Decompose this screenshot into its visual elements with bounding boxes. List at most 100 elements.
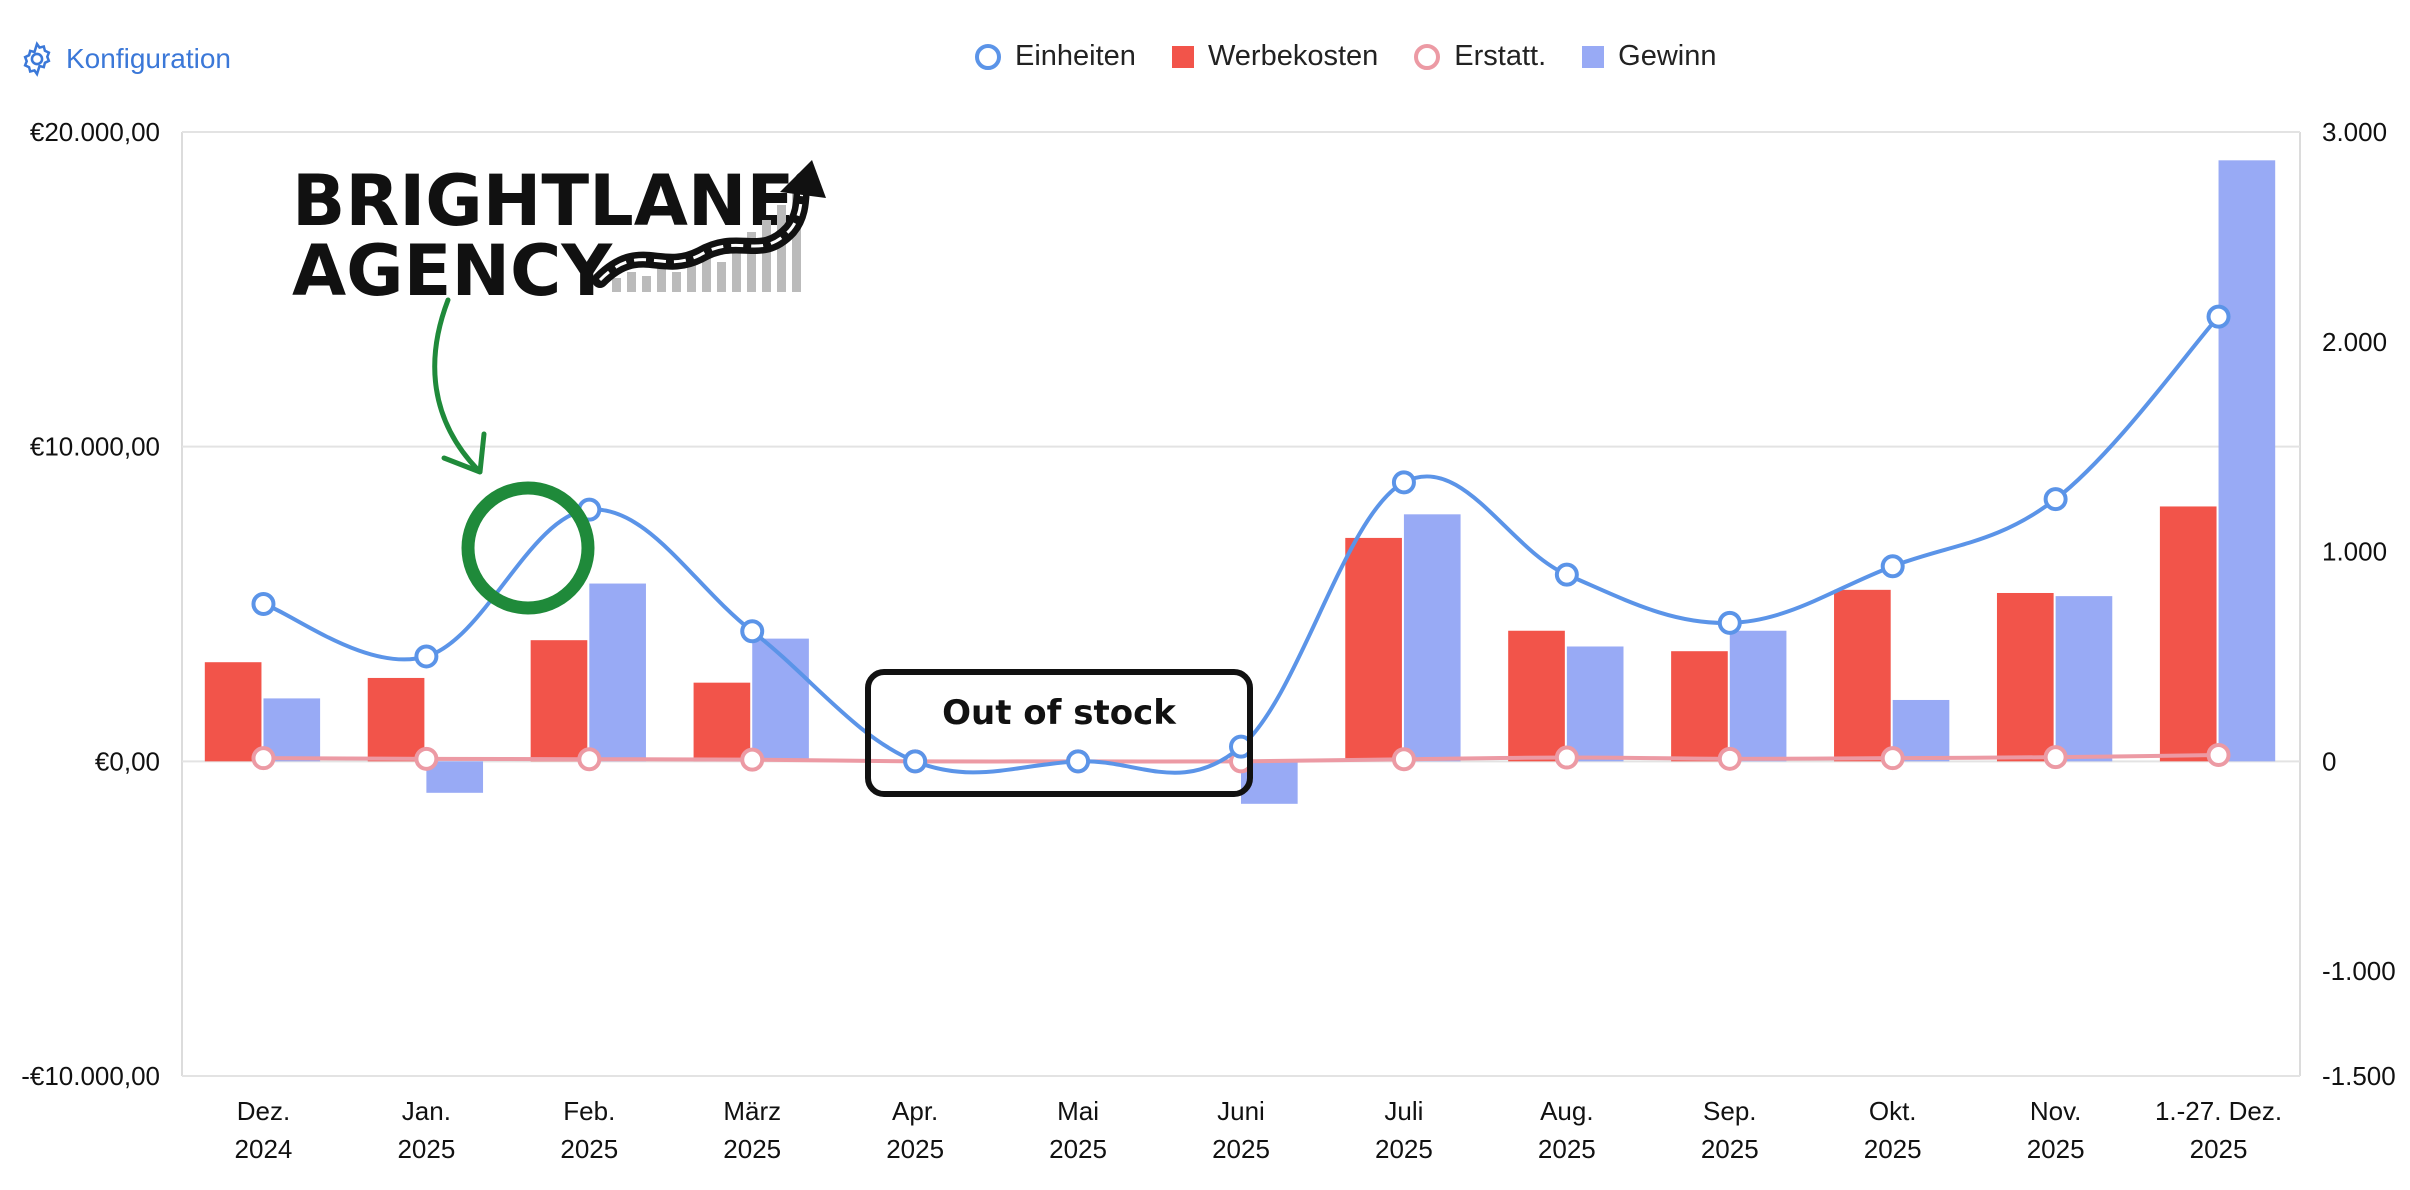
legend-item-werbekosten[interactable]: Werbekosten <box>1171 40 1379 73</box>
point-einheiten <box>740 619 765 644</box>
logo-line1: BRIGHTLANE <box>292 160 794 242</box>
y-left-tick-label: -€10.000,00 <box>21 1061 160 1091</box>
point-einheiten <box>1391 470 1416 495</box>
point-erstatt <box>414 746 439 771</box>
x-tick-label-year: 2025 <box>1701 1134 1759 1164</box>
legend-label-erstatt: Erstatt. <box>1454 40 1547 72</box>
annotation-circle <box>461 481 595 615</box>
x-tick-label-year: 2025 <box>560 1134 618 1164</box>
bar-werbekosten <box>1508 630 1565 762</box>
point-einheiten <box>1554 562 1579 587</box>
x-tick-label: März <box>723 1096 781 1126</box>
bar-gewinn <box>752 638 809 762</box>
y-left-tick-label: €10.000,00 <box>30 432 160 462</box>
config-button[interactable]: Konfiguration <box>18 40 231 78</box>
x-tick-label-year: 2024 <box>235 1134 293 1164</box>
y-left-tick-label: €20.000,00 <box>30 117 160 147</box>
point-einheiten <box>414 644 439 669</box>
y-right-tick-label: 3.000 <box>2322 117 2387 147</box>
x-tick-label-year: 2025 <box>397 1134 455 1164</box>
legend-label-gewinn: Gewinn <box>1618 40 1717 72</box>
bar-gewinn <box>1403 514 1461 762</box>
point-einheiten <box>251 592 276 616</box>
x-tick-label: Mai <box>1057 1096 1099 1126</box>
point-erstatt <box>251 746 276 771</box>
point-erstatt <box>2206 743 2231 768</box>
point-erstatt <box>577 747 602 772</box>
axis-layer: €20.000,00 €10.000,00 €0,00 -€10.000,00 3.00… <box>21 117 2396 1164</box>
x-tick-label-year: 2025 <box>1375 1134 1433 1164</box>
logo-line2: AGENCY <box>292 230 613 312</box>
bar-werbekosten <box>1834 589 1891 762</box>
x-tick-label-year: 2025 <box>1538 1134 1596 1164</box>
x-tick-label: Sep. <box>1703 1096 1757 1126</box>
point-einheiten <box>1880 554 1905 579</box>
gear-icon <box>23 41 51 77</box>
legend-marker-erstatt <box>1414 43 1441 70</box>
bar-gewinn <box>426 761 484 793</box>
point-erstatt <box>740 747 765 772</box>
x-tick-label: Juli <box>1384 1096 1423 1126</box>
brand-logo: BRIGHTLANE AGENCY <box>292 160 826 312</box>
annotation-green <box>432 297 595 615</box>
y-left-tick-label: €0,00 <box>95 746 160 776</box>
x-tick-label: Juni <box>1217 1096 1265 1126</box>
bar-werbekosten <box>1671 651 1728 762</box>
bar-layer <box>204 160 2276 804</box>
point-erstatt <box>1880 746 1905 771</box>
bar-gewinn <box>2055 596 2113 762</box>
point-einheiten <box>1717 610 1742 635</box>
point-einheiten <box>2206 304 2231 329</box>
logo-bars-icon <box>612 188 801 292</box>
y-right-tick-label: 1.000 <box>2322 537 2387 567</box>
legend-item-erstatt[interactable]: Erstatt. <box>1414 40 1546 73</box>
x-tick-label: Feb. <box>563 1096 615 1126</box>
legend-label-werbekosten: Werbekosten <box>1207 40 1379 72</box>
point-erstatt <box>1391 747 1416 772</box>
legend-marker-einheiten <box>975 43 1001 70</box>
bar-werbekosten <box>693 682 751 762</box>
x-tick-label-year: 2025 <box>1864 1134 1922 1164</box>
bar-werbekosten <box>530 640 588 762</box>
out-of-stock-callout: Out of stock <box>865 669 1253 797</box>
x-tick-label: Okt. <box>1869 1096 1917 1126</box>
y-right-tick-label: 2.000 <box>2322 327 2387 357</box>
x-tick-label-year: 2025 <box>2027 1134 2085 1164</box>
legend-item-gewinn[interactable]: Gewinn <box>1582 40 1716 73</box>
point-erstatt <box>1554 745 1579 770</box>
x-tick-label: Jan. <box>402 1096 451 1126</box>
x-tick-label: Aug. <box>1540 1096 1594 1126</box>
bar-gewinn <box>1729 630 1787 762</box>
bar-werbekosten <box>1345 537 1402 762</box>
bar-werbekosten <box>1996 592 2054 762</box>
point-erstatt <box>2043 745 2068 770</box>
point-einheiten <box>903 749 928 774</box>
x-tick-label: Nov. <box>2030 1096 2082 1126</box>
bar-gewinn <box>1566 646 1624 762</box>
x-tick-label: Apr. <box>892 1096 938 1126</box>
legend-item-einheiten[interactable]: Einheiten <box>975 40 1136 73</box>
legend-marker-gewinn <box>1582 45 1605 68</box>
x-tick-label-year: 2025 <box>1212 1134 1270 1164</box>
point-einheiten <box>2043 487 2068 512</box>
bar-gewinn <box>589 583 646 762</box>
point-einheiten <box>1066 749 1091 774</box>
bar-werbekosten <box>2159 506 2217 762</box>
legend-label-einheiten: Einheiten <box>1015 40 1136 72</box>
x-tick-label-year: 2025 <box>723 1134 781 1164</box>
x-tick-label-year: 2025 <box>886 1134 944 1164</box>
y-right-tick-label: -1.000 <box>2322 956 2396 986</box>
y-right-tick-label: -1.500 <box>2322 1061 2396 1091</box>
x-tick-label: 1.-27. Dez. <box>2155 1096 2282 1126</box>
bar-werbekosten <box>367 677 425 762</box>
x-tick-label-year: 2025 <box>1049 1134 1107 1164</box>
chart-legend: Einheiten Werbekosten Erstatt. Gewinn <box>975 40 1716 73</box>
x-tick-label-year: 2025 <box>2190 1134 2248 1164</box>
bar-gewinn <box>2218 160 2276 762</box>
bar-werbekosten <box>204 662 262 762</box>
config-label: Konfiguration <box>66 43 232 74</box>
annotation-arrow-icon <box>432 297 481 473</box>
legend-marker-werbekosten <box>1171 45 1194 68</box>
point-erstatt <box>1717 746 1742 771</box>
